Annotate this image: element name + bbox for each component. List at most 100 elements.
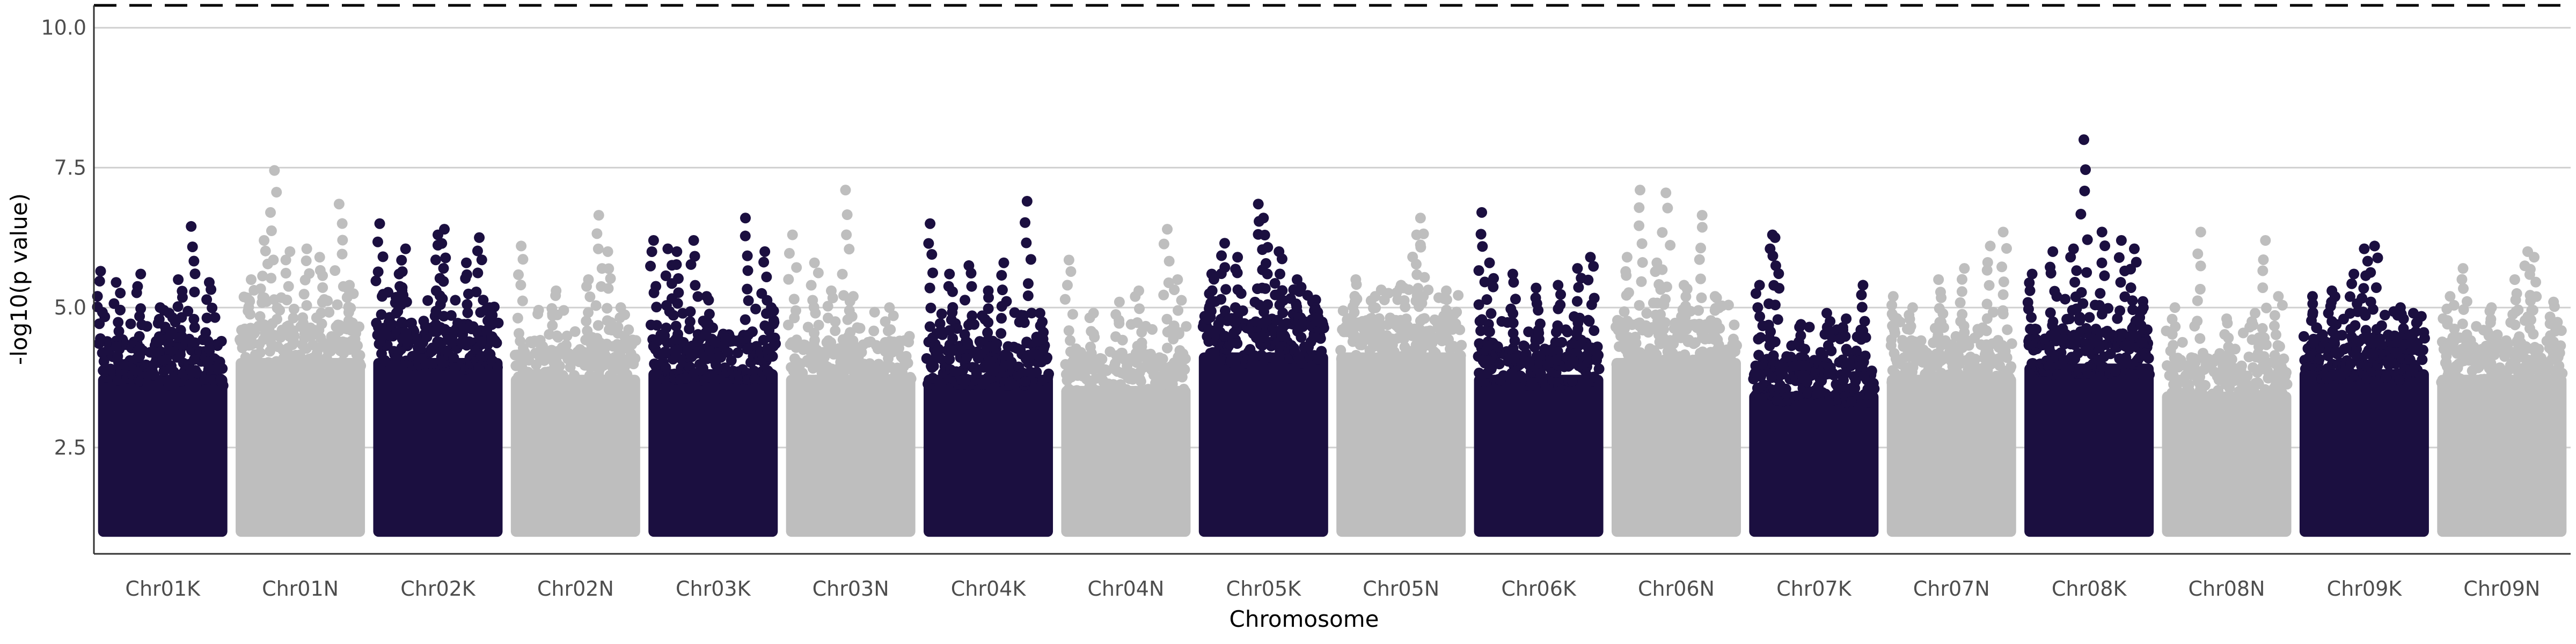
peak-point: [2510, 354, 2521, 365]
peak-point: [94, 318, 105, 330]
peak-point: [2269, 350, 2280, 361]
peak-point: [1697, 332, 1708, 343]
peak-point: [685, 306, 696, 317]
edge-point: [1179, 364, 1190, 375]
peak-point: [1555, 289, 1567, 300]
peak-point: [315, 332, 326, 343]
peak-point: [671, 259, 682, 270]
peak-point: [517, 295, 528, 306]
peak-point: [2367, 304, 2379, 315]
edge-point: [386, 319, 398, 330]
peak-point: [113, 317, 124, 328]
edge-point: [188, 313, 200, 325]
peak-point: [135, 342, 146, 354]
peak-point: [1550, 336, 1561, 348]
edge-point: [192, 368, 203, 379]
peak-point: [2392, 310, 2403, 321]
peak-point: [1662, 202, 1673, 214]
edge-point: [2129, 369, 2140, 380]
edge-point: [703, 371, 714, 383]
peak-point: [517, 254, 529, 265]
edge-point: [1915, 335, 1927, 346]
edge-point: [1423, 284, 1434, 296]
peak-point: [200, 327, 211, 338]
edge-point: [1723, 299, 1734, 311]
outlier-point-Chr08N-3: [2250, 308, 2261, 319]
peak-point: [268, 294, 280, 305]
peak-point: [511, 349, 523, 361]
edge-point: [697, 363, 708, 374]
outlier-point-Chr09K-4: [2369, 240, 2380, 252]
peak-point: [280, 268, 291, 279]
y-axis-title: -log10(p value): [6, 193, 32, 365]
peak-point: [1998, 350, 2009, 361]
peak-point: [265, 335, 276, 347]
peak-point: [592, 243, 604, 254]
edge-point: [531, 368, 543, 379]
x-tick-label-Chr04N: Chr04N: [1087, 577, 1164, 601]
peak-point: [1823, 340, 1834, 351]
series-Chr08N: [2161, 226, 2293, 537]
outlier-point-Chr04K-6: [1034, 308, 1045, 319]
peak-point: [1067, 309, 1078, 320]
peak-point: [2404, 330, 2415, 341]
peak-point: [1219, 305, 1231, 316]
peak-point: [134, 352, 145, 363]
peak-point: [1581, 350, 1592, 361]
peak-point: [961, 353, 972, 364]
peak-point: [460, 273, 471, 284]
peak-point: [1158, 238, 1169, 250]
edge-point: [2264, 396, 2275, 407]
edge-point: [660, 362, 671, 373]
peak-point: [851, 345, 862, 356]
peak-point: [2373, 337, 2384, 348]
peak-point: [2367, 350, 2379, 362]
outlier-point-Chr05K-3: [1253, 199, 1264, 210]
outlier-point-Chr02K-5: [460, 257, 472, 268]
edge-point: [1851, 345, 1862, 356]
edge-point: [589, 380, 600, 391]
peak-point: [2023, 303, 2034, 314]
outlier-point-Chr01N-2: [269, 165, 280, 176]
bulk-region-Chr02K: [373, 358, 503, 537]
edge-point: [1593, 363, 1605, 375]
peak-point: [1984, 350, 1995, 361]
peak-point: [1134, 367, 1145, 378]
peak-point: [1858, 371, 1870, 382]
peak-point: [603, 283, 614, 294]
edge-point: [630, 335, 641, 346]
peak-point: [1984, 280, 1995, 291]
peak-point: [983, 317, 994, 328]
peak-point: [1399, 282, 1410, 294]
outlier-point-Chr06K-1: [1484, 257, 1495, 268]
peak-point: [1676, 311, 1687, 322]
edge-point: [1780, 383, 1791, 394]
peak-point: [259, 319, 270, 331]
x-tick-label-Chr01K: Chr01K: [125, 577, 201, 601]
peak-point: [740, 314, 751, 325]
peak-point: [2261, 302, 2272, 313]
outlier-point-Chr03K-6: [759, 246, 771, 257]
peak-point: [2371, 324, 2382, 335]
peak-point: [2099, 240, 2111, 252]
peak-point: [1169, 284, 1180, 295]
edge-point: [324, 306, 335, 318]
peak-point: [1904, 324, 1915, 335]
outlier-point-Chr01K-0: [95, 266, 106, 277]
bulk-region-Chr06N: [1611, 358, 1741, 537]
peak-point: [1308, 332, 1319, 343]
peak-point: [2365, 267, 2376, 278]
peak-point: [458, 323, 470, 334]
peak-point: [1825, 316, 1836, 327]
peak-point: [1481, 294, 1492, 305]
peak-point: [1619, 323, 1630, 334]
peak-point: [586, 349, 597, 360]
peak-point: [2456, 274, 2468, 285]
edge-point: [1592, 341, 1603, 353]
peak-point: [317, 282, 328, 293]
peak-point: [298, 289, 310, 300]
peak-point: [1533, 305, 1544, 316]
peak-point: [882, 325, 894, 336]
edge-point: [936, 308, 947, 319]
x-tick-label-Chr06K: Chr06K: [1501, 577, 1577, 601]
